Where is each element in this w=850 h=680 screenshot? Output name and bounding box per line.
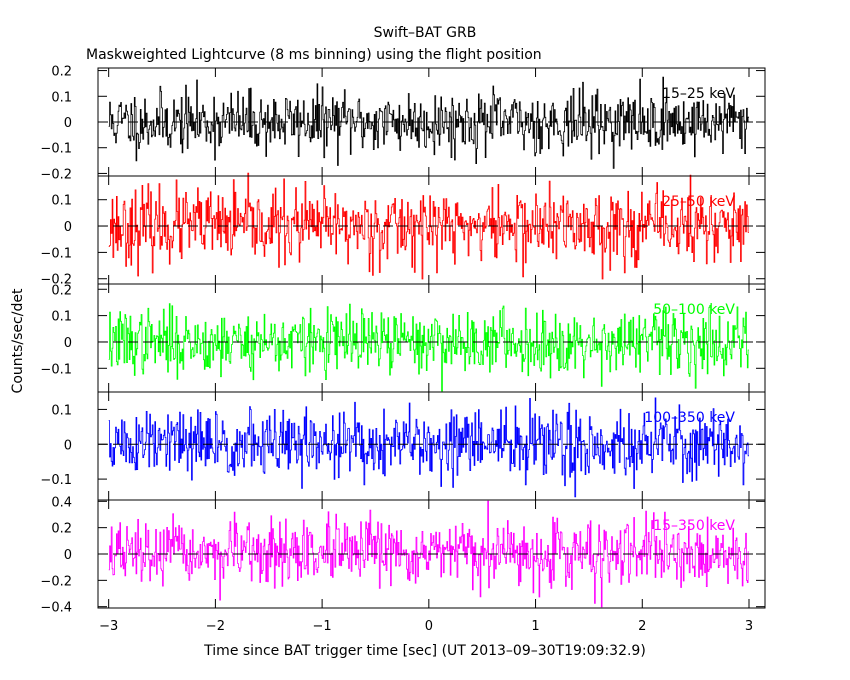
x-tick-label: 3	[745, 619, 753, 634]
y-tick-label: 0	[64, 116, 72, 131]
y-tick-label: 0.2	[51, 65, 72, 80]
y-tick-label: 0.2	[51, 283, 72, 298]
panel-3: −0.1 0 0.1 100–350 keV	[40, 391, 766, 501]
y-tick-label: 0	[64, 548, 72, 563]
x-axis-label: Time since BAT trigger time [sec] (UT 20…	[203, 643, 646, 659]
band-label: 15–25 keV	[662, 86, 735, 102]
x-tick-label: 0	[425, 619, 433, 634]
panel-0: −0.2 −0.1 0 0.1 0.2 15–25 keV	[40, 65, 766, 182]
x-tick-label: −1	[313, 619, 332, 634]
band-label: 25–50 keV	[662, 194, 735, 210]
y-tick-label: 0.2	[51, 522, 72, 537]
band-label: 100–350 keV	[644, 410, 735, 426]
y-tick-label: −0.1	[40, 362, 72, 377]
series-line-4	[108, 500, 749, 608]
panel-2: −0.1 0 0.1 0.2 50–100 keV	[40, 283, 766, 393]
y-tick-label: −0.2	[40, 167, 72, 182]
y-tick-label: 0.1	[51, 90, 72, 105]
y-tick-label: 0.1	[51, 310, 72, 325]
y-tick-label: 0	[64, 220, 72, 235]
panels-group: −0.2 −0.1 0 0.1 0.2 15–25 keV −0.2 −0.1 0 0.1 25–5…	[40, 65, 766, 634]
series-line-2	[108, 303, 749, 392]
y-tick-label: 0.1	[51, 194, 72, 209]
y-tick-label: −0.2	[40, 273, 72, 288]
y-tick-label: −0.1	[40, 246, 72, 261]
y-axis-label: Counts/sec/det	[10, 288, 26, 393]
band-label: 50–100 keV	[653, 302, 735, 318]
y-tick-label: −0.1	[40, 473, 72, 488]
y-tick-label: 0	[64, 336, 72, 351]
x-tick-label: −3	[99, 619, 118, 634]
x-tick-label: 1	[531, 619, 539, 634]
series-line-1	[108, 172, 749, 280]
y-tick-label: −0.2	[40, 574, 72, 589]
y-tick-label: 0.1	[51, 403, 72, 418]
x-tick-label: 2	[638, 619, 646, 634]
y-tick-label: −0.4	[40, 601, 72, 616]
y-tick-label: −0.1	[40, 142, 72, 157]
chart-subtitle: Maskweighted Lightcurve (8 ms binning) u…	[86, 47, 542, 63]
y-tick-label: 0	[64, 438, 72, 453]
y-tick-label: 0.4	[51, 495, 72, 510]
chart-title: Swift–BAT GRB	[374, 25, 477, 41]
band-label: 15–350 keV	[653, 518, 735, 534]
panel-1: −0.2 −0.1 0 0.1 25–50 keV	[40, 172, 766, 288]
panel-4: −0.4 −0.2 0 0.2 0.4 15–350 keV	[40, 495, 766, 616]
x-tick-label: −2	[206, 619, 225, 634]
series-line-3	[108, 397, 749, 498]
series-line-0	[108, 76, 749, 169]
